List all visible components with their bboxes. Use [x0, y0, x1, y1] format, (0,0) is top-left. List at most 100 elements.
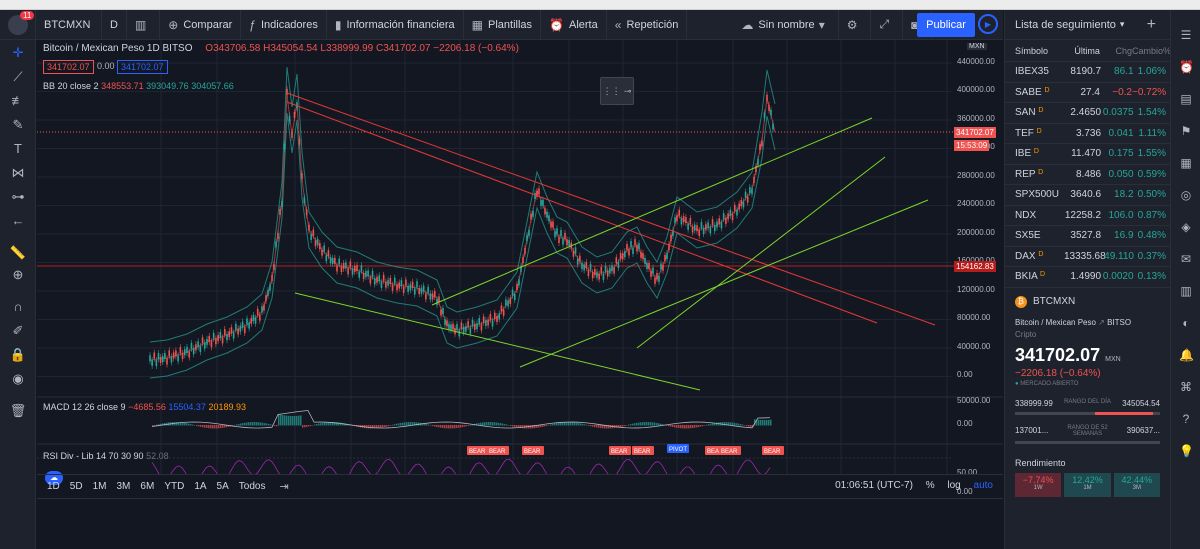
back-arrow-icon[interactable]: ← — [11, 213, 25, 228]
watchlist-row[interactable]: SABE D 27.4 −0.2 −0.72% — [1005, 83, 1170, 103]
candle-body — [687, 223, 689, 230]
candle-body — [604, 265, 607, 272]
watchlist-row[interactable]: SAN D 2.4650 0.0375 1.54% — [1005, 103, 1170, 124]
macd-bar — [560, 422, 562, 426]
performance-cell[interactable]: 12.42% 1M — [1064, 472, 1111, 497]
percent-toggle[interactable]: % — [925, 480, 935, 491]
date-range-icon[interactable]: ⇥ — [279, 481, 289, 493]
chat-icon[interactable]: ✉ — [1180, 252, 1192, 266]
layout-menu[interactable]: ☁ Sin nombre ▾ — [733, 9, 839, 40]
row-chg-pct: 1.11% — [1138, 127, 1167, 139]
col-symbol[interactable]: Símbolo — [1015, 45, 1049, 56]
range-todos[interactable]: Todos — [238, 481, 266, 492]
col-chg-pct[interactable]: Cambio% — [1132, 45, 1172, 56]
col-last[interactable]: Última — [1074, 45, 1100, 56]
templates-button[interactable]: ▦ Plantillas — [464, 9, 542, 40]
fib-icon[interactable]: ≢ — [11, 93, 25, 108]
replay-button[interactable]: « Repetición — [607, 9, 688, 40]
price-chart[interactable]: BEARBEARBEARBEARBEARPIVOTBEARBEARBEARBUL… — [37, 40, 1003, 474]
prediction-icon[interactable]: ⊶ — [11, 189, 25, 204]
notifications-icon[interactable]: 🔔 — [1179, 348, 1194, 362]
settings-button[interactable]: ⚙ — [839, 9, 872, 40]
ideas-icon[interactable]: ◎ — [1180, 188, 1192, 202]
ask-price-box[interactable]: 341702.07 — [117, 60, 168, 74]
bid-price-box[interactable]: 341702.07 — [43, 60, 94, 74]
calendar-icon[interactable]: ▦ — [1180, 156, 1192, 170]
alert-button[interactable]: ⏰ Alerta — [541, 9, 607, 40]
macd-bar — [410, 422, 412, 426]
watchlist-row[interactable]: IBEX35 8190.7 86.1 1.06% — [1005, 62, 1170, 83]
range-1a[interactable]: 1A — [194, 481, 207, 492]
brush-icon[interactable]: ✎ — [12, 117, 24, 132]
watchlist-row[interactable]: BKIA D 1.4990 0.0020 0.13% — [1005, 267, 1170, 288]
watchlist-icon[interactable]: ☰ — [1180, 28, 1192, 42]
text-icon[interactable]: T — [14, 141, 22, 156]
range-1d[interactable]: 1D — [47, 481, 60, 492]
line-tool-icon: ⊸ — [623, 85, 632, 96]
chart-style-button[interactable]: ▥ — [127, 9, 161, 40]
macd-legend[interactable]: MACD 12 26 close 9 −4685.56 15504.37 201… — [43, 402, 246, 412]
user-avatar[interactable]: 11 — [0, 9, 36, 40]
crosshair-icon[interactable]: ✛ — [12, 45, 24, 60]
y-axis-label: 400000.00 — [957, 85, 995, 94]
range-6m[interactable]: 6M — [140, 481, 155, 492]
watchlist-header[interactable]: Lista de seguimiento ▾ + — [1005, 10, 1170, 40]
financials-button[interactable]: ▮ Información financiera — [327, 9, 464, 40]
range-ytd[interactable]: YTD — [164, 481, 185, 492]
stay-drawing-icon[interactable]: ✐ — [12, 323, 24, 338]
details-header[interactable]: ₿ BTCMXN — [1015, 295, 1160, 308]
chart-area[interactable]: BEARBEARBEARBEARBEARPIVOTBEARBEARBEARBUL… — [37, 40, 1003, 549]
watchlist-row[interactable]: TEF D 3.736 0.041 1.11% — [1005, 124, 1170, 144]
broker-icon[interactable]: ◐ — [1182, 316, 1190, 330]
row-chg: 16.9 — [1114, 230, 1134, 242]
ruler-icon[interactable]: 📏 — [9, 245, 27, 260]
external-link-icon[interactable]: ↗ — [1098, 317, 1108, 327]
watchlist-row[interactable]: REP D 8.486 0.050 0.59% — [1005, 165, 1170, 185]
pine-editor-icon[interactable]: ⌘ — [1180, 380, 1192, 394]
clock-time[interactable]: 01:06:51 (UTC-7) — [835, 480, 913, 491]
col-chg[interactable]: Chg — [1115, 45, 1132, 56]
indicators-button[interactable]: ƒ Indicadores — [241, 9, 327, 40]
auto-toggle[interactable]: auto — [973, 480, 993, 491]
data-window-icon[interactable]: ▤ — [1180, 92, 1192, 106]
bb-legend[interactable]: BB 20 close 2 348553.71 393049.76 304057… — [43, 81, 234, 91]
publish-button[interactable]: Publicar — [917, 13, 975, 37]
row-symbol: IBE D — [1015, 148, 1039, 160]
candle-body — [301, 173, 303, 180]
pattern-icon[interactable]: ⋈ — [11, 165, 25, 180]
candle-body — [621, 253, 624, 260]
performance-cell[interactable]: −7.74% 1W — [1015, 472, 1062, 497]
magnet-icon[interactable]: ∩ — [13, 299, 23, 314]
log-toggle[interactable]: log — [947, 480, 961, 491]
zoom-icon[interactable]: ⊕ — [12, 267, 24, 282]
interval-button[interactable]: D — [102, 9, 127, 40]
range-5d[interactable]: 5D — [69, 481, 83, 492]
symbol-search[interactable]: BTCMXN — [36, 9, 102, 40]
eye-icon[interactable]: ◉ — [12, 371, 24, 386]
watchlist-row[interactable]: DAX D 13335.68 49.110 0.37% — [1005, 247, 1170, 267]
performance-cell[interactable]: 42.44% 3M — [1113, 472, 1160, 497]
range-5a[interactable]: 5A — [216, 481, 229, 492]
hotlist-icon[interactable]: ⚑ — [1180, 124, 1192, 138]
drawing-drag-handle[interactable]: ⋮⋮ ⊸ — [600, 77, 634, 105]
compare-button[interactable]: ⊕ Comparar — [160, 9, 242, 40]
help-icon[interactable]: ? — [1182, 412, 1190, 426]
watchlist-row[interactable]: SPX500U 3640.6 18.2 0.50% — [1005, 185, 1170, 206]
range-3m[interactable]: 3M — [116, 481, 131, 492]
hint-icon[interactable]: 💡 — [1179, 444, 1194, 458]
range-1m[interactable]: 1M — [92, 481, 107, 492]
trash-icon[interactable]: 🗑 — [9, 403, 27, 418]
add-symbol-icon[interactable]: + — [1146, 15, 1156, 33]
rsi-legend[interactable]: RSI Div - Lib 14 70 30 90 52.08 — [43, 451, 169, 461]
play-icon[interactable]: ▶ — [978, 14, 998, 34]
fullscreen-button[interactable]: ⤢ — [871, 9, 904, 40]
symbol-details: ₿ BTCMXN Bitcoin / Mexican Peso ↗ BITSO … — [1005, 288, 1170, 505]
watchlist-row[interactable]: SX5E 3527.8 16.9 0.48% — [1005, 226, 1170, 247]
lock-icon[interactable]: 🔒 — [9, 347, 27, 362]
screener-icon[interactable]: ▥ — [1180, 284, 1192, 298]
trendline-icon[interactable]: ⟋ — [13, 69, 23, 84]
alarm-icon[interactable]: ⏰ — [1179, 60, 1194, 74]
watchlist-row[interactable]: NDX 12258.2 106.0 0.87% — [1005, 206, 1170, 226]
watchlist-row[interactable]: IBE D 11.470 0.175 1.55% — [1005, 144, 1170, 165]
streams-icon[interactable]: ◈ — [1181, 220, 1191, 234]
